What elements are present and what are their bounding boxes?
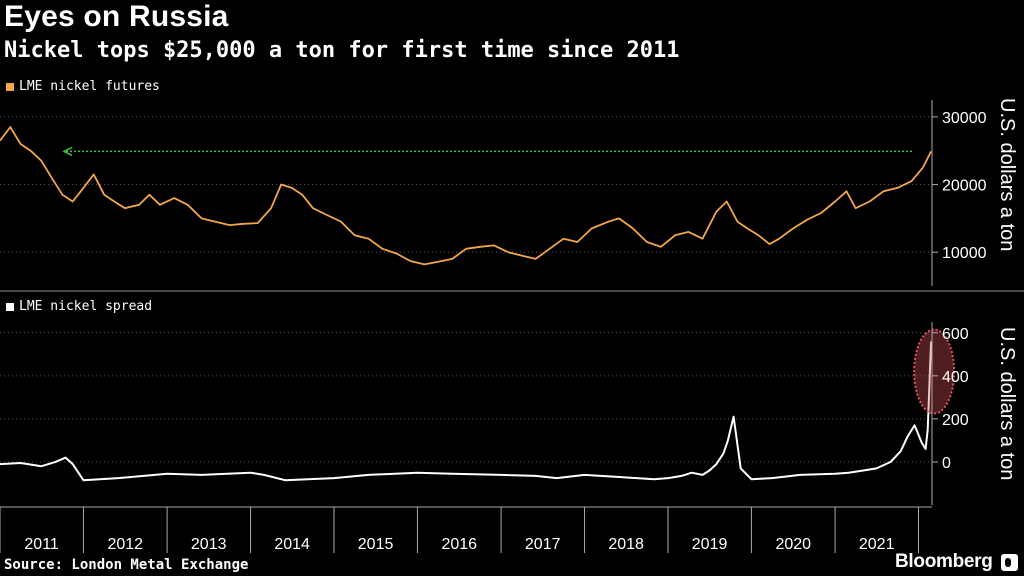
brand-logo: Bloomberg (895, 551, 993, 572)
x-tick-label: 2014 (274, 536, 310, 553)
x-tick-label: 2018 (608, 536, 644, 553)
y-tick-label: 30000 (942, 110, 987, 127)
legend-swatch-futures (6, 82, 14, 91)
y-tick-label: 200 (942, 412, 969, 429)
y-tick-label: 400 (942, 369, 969, 386)
legend-swatch-spread (6, 302, 14, 311)
x-tick-label: 2013 (191, 536, 227, 553)
y-tick-label: 600 (942, 326, 969, 343)
spread-line (0, 341, 933, 482)
chart-subtitle: Nickel tops $25,000 a ton for first time… (4, 38, 680, 63)
spike-highlight (913, 328, 956, 415)
source-note: Source: London Metal Exchange (4, 557, 249, 573)
y-tick-label: 20000 (942, 178, 987, 195)
y-axis-label-spread: U.S. dollars a ton (996, 327, 1018, 481)
x-tick-label: 2019 (692, 536, 728, 553)
x-tick-label: 2020 (775, 536, 811, 553)
x-tick-label: 2017 (525, 536, 561, 553)
y-axis-label-futures: U.S. dollars a ton (996, 98, 1018, 252)
legend-label-spread: LME nickel spread (19, 299, 153, 314)
brand-mark-icon (1001, 554, 1018, 571)
legend-spread: LME nickel spread (6, 299, 152, 314)
x-tick-label: 2016 (441, 536, 477, 553)
futures-line (0, 126, 932, 266)
x-tick-label: 2011 (24, 536, 59, 553)
chart-title: Eyes on Russia (4, 0, 229, 33)
legend-futures: LME nickel futures (6, 79, 160, 94)
level-arrow-head (62, 146, 73, 157)
x-tick-label: 2021 (859, 536, 895, 553)
x-tick-label: 2015 (358, 536, 394, 553)
x-tick-label: 2012 (107, 536, 143, 553)
y-tick-label: 0 (942, 455, 951, 472)
y-tick-label: 10000 (942, 245, 987, 262)
legend-label-futures: LME nickel futures (19, 79, 160, 94)
